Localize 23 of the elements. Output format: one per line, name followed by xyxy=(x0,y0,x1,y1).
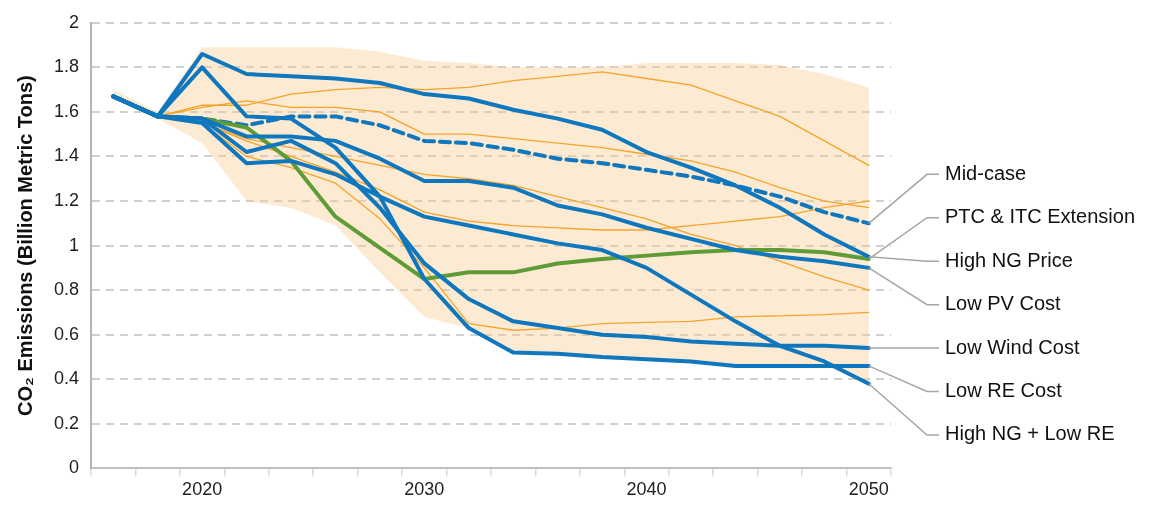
text: PTC & ITC Extension xyxy=(945,205,1136,228)
y-tick-label: 1.6 xyxy=(53,100,80,121)
text: Low Wind Cost xyxy=(945,335,1080,358)
y-tick-label: 1 xyxy=(69,234,80,255)
y-tick-label: 1.8 xyxy=(53,56,80,77)
x-tick-label: 2040 xyxy=(626,479,667,500)
y-tick-label: 0.8 xyxy=(53,279,80,300)
text: Low PV Cost xyxy=(945,292,1062,315)
text: Low RE Cost xyxy=(945,379,1063,402)
y-tick-label: 0.4 xyxy=(53,368,80,389)
y-tick-label: 0.2 xyxy=(53,412,80,433)
x-tick-label: 2050 xyxy=(848,479,889,500)
y-tick-label: 2 xyxy=(69,11,80,32)
y-tick-label: 1.4 xyxy=(53,145,80,166)
text: High NG + Low RE xyxy=(945,422,1115,445)
y-tick-label: 0 xyxy=(69,457,80,478)
y-tick-label: 1.2 xyxy=(53,190,80,211)
x-tick-label: 2020 xyxy=(182,479,223,500)
y-tick-label: 0.6 xyxy=(53,323,80,344)
text: Mid-case xyxy=(945,161,1027,184)
y-axis-title: CO₂ Emissions (Billion Metric Tons) xyxy=(13,75,36,416)
x-tick-label: 2030 xyxy=(404,479,445,500)
text: High NG Price xyxy=(945,248,1073,271)
